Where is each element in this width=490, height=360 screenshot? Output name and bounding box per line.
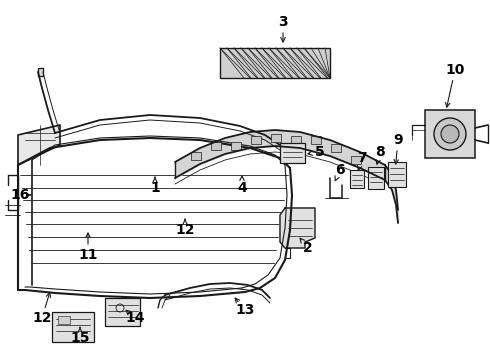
Text: 13: 13 <box>235 303 255 317</box>
Bar <box>231 142 241 150</box>
Text: 5: 5 <box>315 145 325 159</box>
Bar <box>388 162 406 187</box>
Bar <box>52 312 94 342</box>
Text: 7: 7 <box>357 151 367 165</box>
Text: 6: 6 <box>335 163 345 177</box>
Text: 15: 15 <box>70 331 90 345</box>
Bar <box>368 167 384 189</box>
Text: 4: 4 <box>237 181 247 195</box>
Text: 1: 1 <box>150 181 160 195</box>
Text: 2: 2 <box>303 241 313 255</box>
Bar <box>105 298 140 326</box>
Bar <box>191 152 201 160</box>
Text: 8: 8 <box>375 145 385 159</box>
Polygon shape <box>18 125 60 165</box>
Text: 12: 12 <box>175 223 195 237</box>
Bar <box>280 143 305 163</box>
Text: 3: 3 <box>278 15 288 29</box>
Text: 10: 10 <box>445 63 465 77</box>
Bar <box>220 48 330 78</box>
Text: 16: 16 <box>10 188 30 202</box>
Bar <box>251 136 261 144</box>
Bar <box>350 170 364 188</box>
Polygon shape <box>38 68 43 76</box>
Bar <box>311 136 321 144</box>
Bar <box>331 144 341 152</box>
Text: 14: 14 <box>125 311 145 325</box>
Circle shape <box>441 125 459 143</box>
Text: 9: 9 <box>393 133 403 147</box>
Bar <box>425 110 475 158</box>
Polygon shape <box>280 208 315 248</box>
Bar <box>351 156 361 164</box>
Text: 11: 11 <box>78 248 98 262</box>
Bar <box>58 316 70 324</box>
Bar <box>291 136 301 144</box>
Circle shape <box>434 118 466 150</box>
Bar <box>211 142 221 150</box>
Text: 12: 12 <box>32 311 52 325</box>
Bar <box>271 134 281 142</box>
